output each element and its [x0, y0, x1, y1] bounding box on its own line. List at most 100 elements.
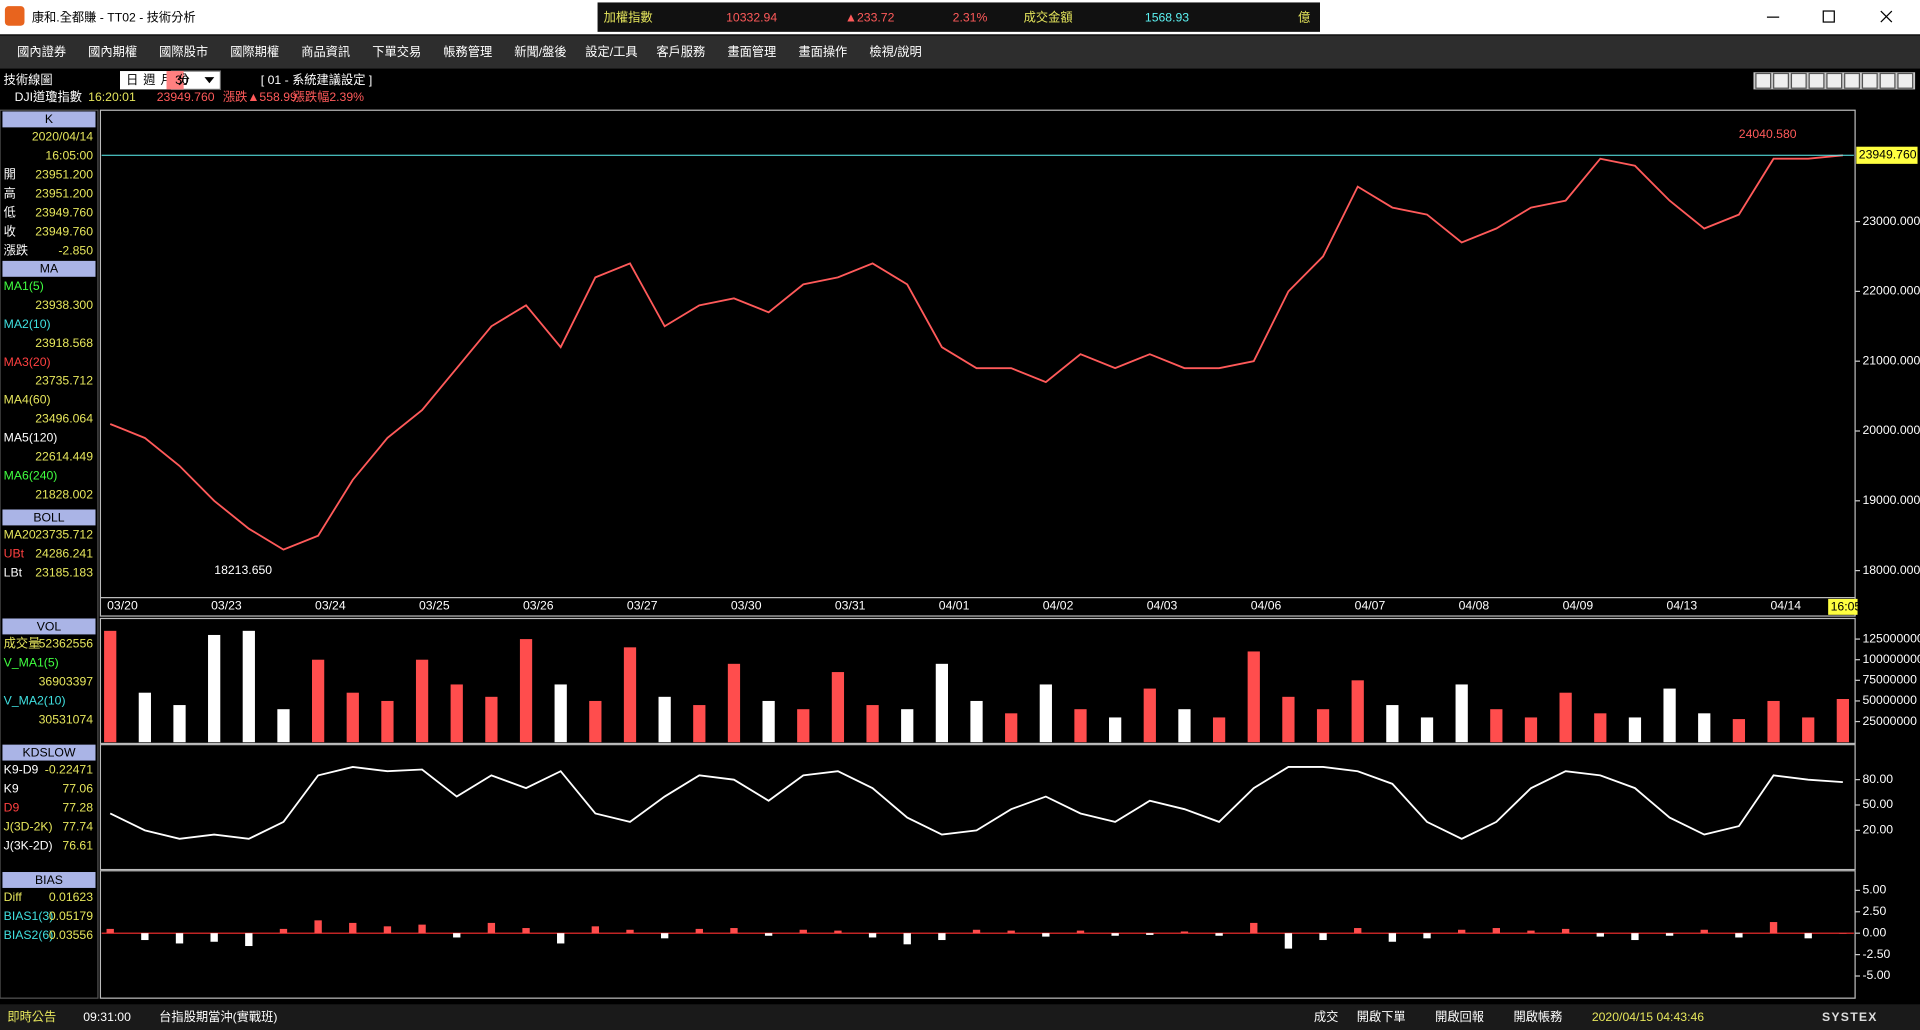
bar [1735, 933, 1743, 938]
row-value: 23735.712 [35, 374, 93, 388]
row-label: 漲跌 [4, 242, 28, 257]
tool-button[interactable] [1790, 72, 1807, 89]
ticker-pct: 2.31% [953, 11, 988, 25]
status-button[interactable]: 開啟帳務 [1513, 1010, 1562, 1024]
bar [1111, 933, 1119, 936]
tool-button[interactable] [1773, 72, 1789, 89]
bar [1180, 931, 1189, 934]
menu-item[interactable]: 國際股市 [159, 44, 208, 59]
x-tick-label: 04/06 [1251, 598, 1282, 612]
row-label: MA5(120) [4, 431, 58, 445]
x-tick-label: 04/02 [1043, 598, 1074, 612]
interval-value[interactable]: 30 [175, 73, 189, 87]
bar [312, 659, 325, 743]
price-panel [99, 109, 1856, 617]
ticker-box [597, 2, 1320, 32]
menu-item[interactable]: 畫面管理 [727, 44, 776, 59]
menu-item[interactable]: 帳務管理 [443, 44, 492, 59]
status-button[interactable]: 開啟下單 [1357, 1010, 1406, 1024]
toolbar [0, 69, 1920, 110]
status-item: 即時公告 [7, 1010, 56, 1024]
bar [1212, 717, 1226, 743]
tool-button[interactable] [1755, 72, 1772, 89]
row-value: 0.01623 [49, 890, 93, 904]
status-bar [0, 1004, 1920, 1030]
row-value: 52362556 [39, 636, 94, 650]
section-title: VOL [37, 619, 62, 633]
x-tick-label: 03/30 [731, 598, 762, 612]
row-value: -2.850 [58, 243, 93, 257]
bar [831, 672, 845, 743]
y-tick-label: -5.00 [1862, 968, 1890, 982]
bar [1836, 698, 1849, 743]
bar [1146, 933, 1154, 935]
section-header [2, 618, 96, 635]
row-value: 23951.200 [35, 186, 93, 200]
menu-item[interactable]: 客戶服務 [656, 44, 705, 59]
tool-button[interactable] [1844, 72, 1860, 89]
bar [1351, 680, 1364, 743]
row-label: K9-D9 [4, 763, 39, 777]
menu-item[interactable]: 國內期權 [88, 45, 137, 59]
quote-price: 23949.760 [157, 90, 215, 104]
tool-button[interactable] [1879, 72, 1896, 89]
row-label: K9 [4, 782, 19, 796]
bar [554, 684, 567, 743]
app-icon [4, 6, 25, 26]
bar [1561, 928, 1570, 934]
row-label: 低 [4, 204, 16, 219]
row-label: 成交量 [4, 635, 41, 650]
tool-button[interactable] [1861, 72, 1878, 89]
row-label: J(3K-2D) [4, 839, 53, 853]
menu-item[interactable]: 國內證券 [17, 44, 66, 59]
bar [277, 709, 290, 743]
bar [418, 924, 426, 934]
tool-button[interactable] [1826, 72, 1843, 89]
x-tick-label: 04/13 [1667, 598, 1698, 612]
x-tick-label: 04/01 [939, 598, 970, 612]
menu-item[interactable]: 設定/工具 [585, 44, 637, 59]
menu-item[interactable]: 商品資訊 [301, 44, 350, 59]
close-button[interactable] [1880, 10, 1893, 23]
bar [1455, 684, 1468, 743]
bar [1663, 688, 1676, 743]
period-button[interactable]: 分 [178, 73, 190, 87]
bar [104, 630, 117, 743]
status-button[interactable]: 開啟回報 [1435, 1010, 1484, 1024]
bar [175, 933, 184, 944]
menu-item[interactable]: 國際期權 [230, 45, 279, 59]
row-label: V_MA1(5) [4, 655, 59, 669]
period-button[interactable]: 日 [126, 73, 138, 87]
bar [938, 933, 946, 941]
section-header [2, 260, 96, 277]
quote-change: 漲跌▲558.99 [223, 89, 297, 104]
bar [242, 630, 255, 743]
menu-item[interactable]: 下單交易 [372, 44, 421, 59]
menu-item[interactable]: 新聞/盤後 [514, 44, 566, 59]
row-value: 23735.712 [35, 527, 93, 541]
bar [1420, 717, 1434, 743]
tool-button[interactable] [1808, 72, 1825, 89]
bar [1282, 696, 1295, 743]
bar [1250, 922, 1258, 934]
bar [1524, 717, 1538, 743]
last-price-tag [1856, 146, 1918, 164]
y-tick-label: 20000.000 [1862, 423, 1920, 437]
restore-button[interactable] [1822, 10, 1835, 23]
quote-symbol: DJI [15, 90, 33, 104]
section-title: BIAS [35, 873, 63, 887]
menu-item[interactable]: 畫面操作 [798, 44, 847, 59]
bar [1458, 929, 1466, 934]
period-button[interactable]: 週 [143, 72, 155, 87]
status-button[interactable]: 成交 [1314, 1009, 1338, 1024]
tool-button[interactable] [1897, 72, 1914, 89]
bar [138, 692, 151, 743]
row-label: BIAS2(6) [4, 928, 54, 942]
y-tick-label: 23000.000 [1862, 214, 1920, 228]
menu-item[interactable]: 檢視/說明 [869, 44, 921, 59]
bar [1388, 933, 1397, 942]
bar [1039, 684, 1052, 743]
ticker-turnover: 1568.93 [1145, 11, 1189, 25]
bar [730, 928, 738, 934]
